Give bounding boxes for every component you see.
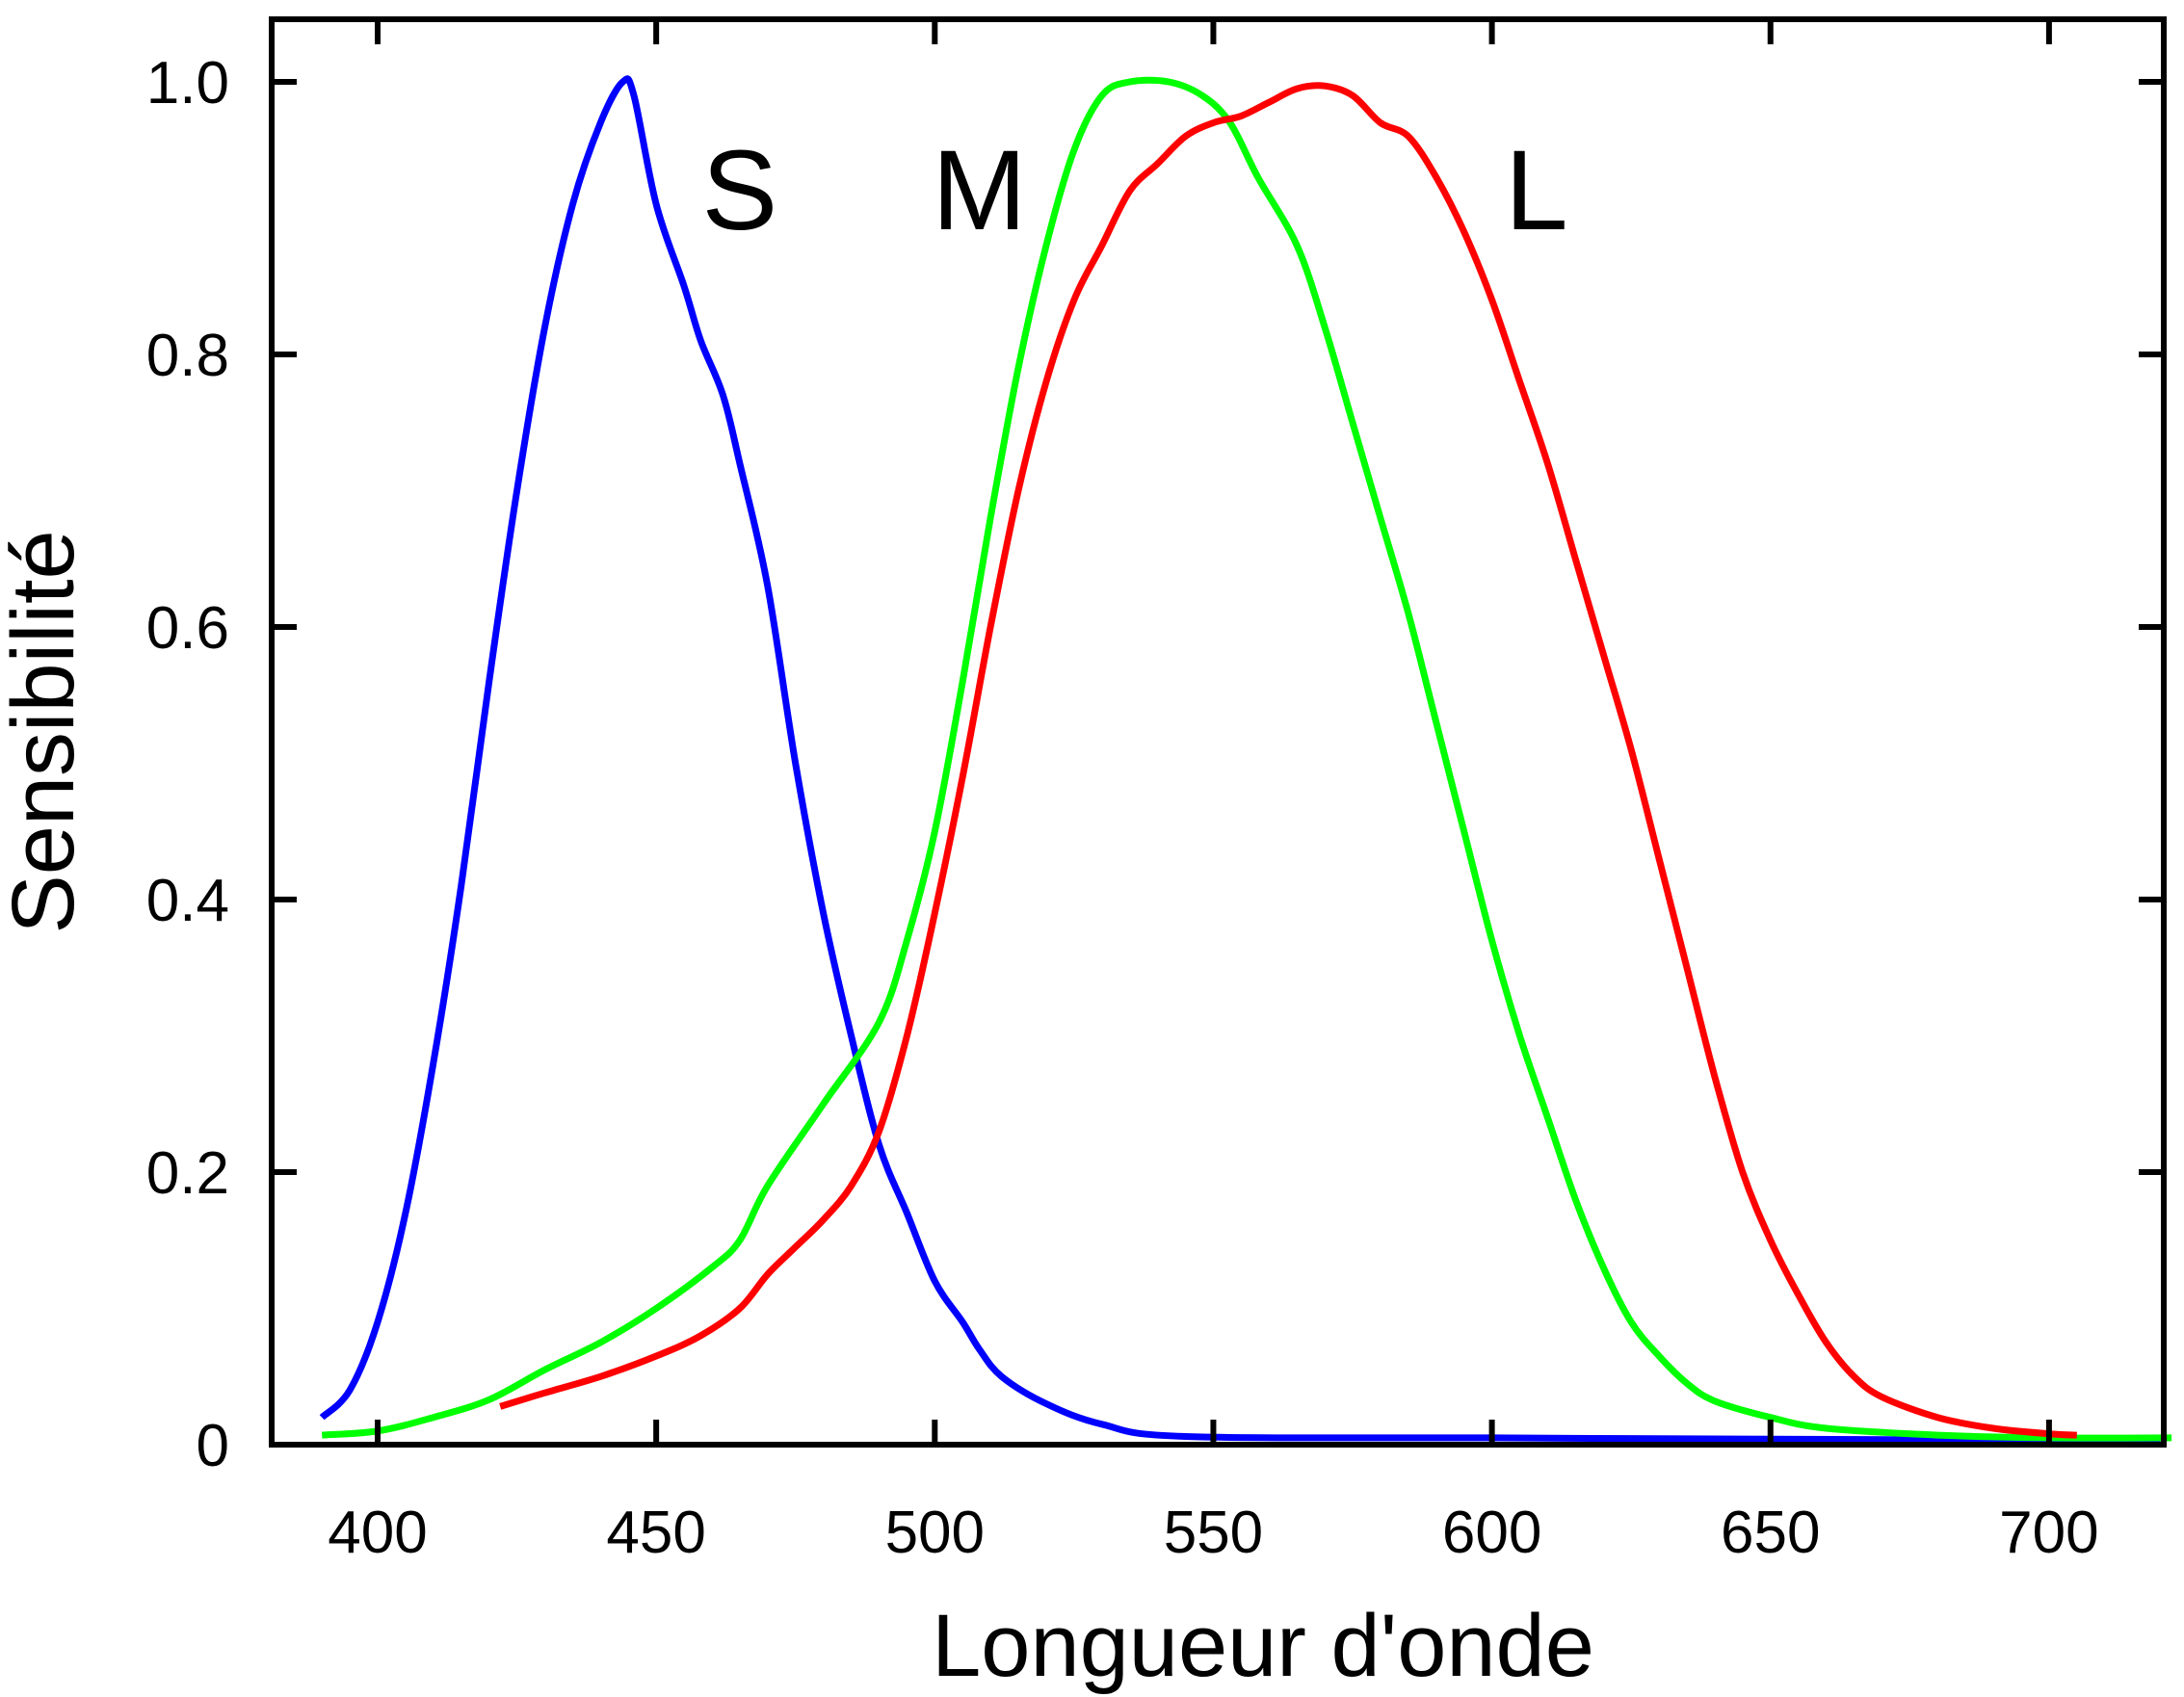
curve-l bbox=[499, 82, 2077, 1439]
curve-label-m: M bbox=[932, 127, 1026, 254]
y-tick-label: 1.0 bbox=[146, 50, 229, 117]
y-tick-label: 0.2 bbox=[146, 1140, 229, 1207]
curve-label-l: L bbox=[1505, 127, 1568, 254]
y-tick-label: 0.4 bbox=[146, 868, 229, 934]
curve-m bbox=[321, 76, 2172, 1442]
curve-label-s: S bbox=[702, 127, 778, 254]
x-axis-ticks: 400 450 500 550 600 650 700 bbox=[328, 19, 2099, 1566]
y-tick-label: 0.8 bbox=[146, 323, 229, 389]
curve-s bbox=[319, 75, 2161, 1445]
x-tick-label: 400 bbox=[328, 1500, 427, 1566]
x-tick-label: 500 bbox=[885, 1500, 985, 1566]
y-tick-label: 0 bbox=[197, 1413, 229, 1479]
y-tick-label: 0.6 bbox=[146, 595, 229, 662]
x-tick-label: 650 bbox=[1721, 1500, 1820, 1566]
x-tick-label: 600 bbox=[1442, 1500, 1541, 1566]
x-axis-title: Longueur d'onde bbox=[932, 1597, 1594, 1695]
plot-frame bbox=[269, 16, 2167, 1448]
y-axis-ticks: 0 0.2 0.4 0.6 0.8 1.0 bbox=[146, 50, 2164, 1479]
y-axis-title: Sensibilité bbox=[0, 530, 92, 933]
x-tick-label: 450 bbox=[606, 1500, 705, 1566]
plot-area bbox=[319, 75, 2172, 1445]
x-tick-label: 700 bbox=[1999, 1500, 2098, 1566]
x-tick-label: 550 bbox=[1164, 1500, 1263, 1566]
